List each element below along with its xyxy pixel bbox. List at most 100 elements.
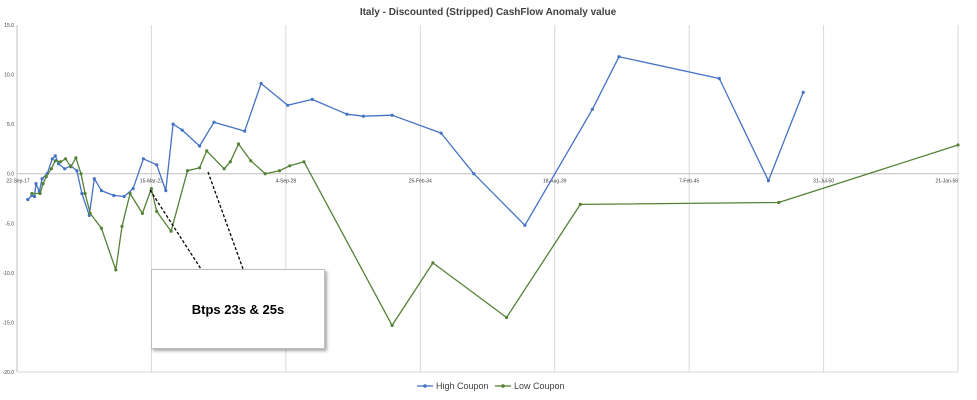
data-point <box>128 191 132 196</box>
data-point <box>361 114 365 118</box>
y-tick-label: -10.0 <box>3 271 15 277</box>
y-tick-label: -20.0 <box>3 370 15 376</box>
x-tick-label: 25-Feb-34 <box>409 179 432 185</box>
data-point <box>286 103 290 107</box>
data-point <box>88 211 92 215</box>
data-point <box>288 164 292 168</box>
legend-marker <box>423 384 427 388</box>
data-point <box>120 224 124 228</box>
legend-label: Low Coupon <box>514 381 565 391</box>
data-point <box>122 194 126 199</box>
x-tick-label: 7-Feb-45 <box>679 179 700 185</box>
data-point <box>205 149 209 153</box>
data-point <box>149 187 153 191</box>
data-point <box>41 182 45 186</box>
x-tick-labels: 22-Sep-17 15-Mar-23 4-Sep-28 25-Feb-34 18-Au… <box>6 179 958 185</box>
data-point <box>164 189 168 193</box>
y-tick-label: 5.0 <box>7 122 14 128</box>
data-point <box>277 169 282 173</box>
callout-leader-line-1 <box>149 189 202 270</box>
data-point <box>259 81 263 86</box>
x-tick-label: 31-Jul-50 <box>813 179 834 185</box>
data-point <box>345 112 349 116</box>
data-point <box>53 159 57 163</box>
legend-label: High Coupon <box>436 381 489 391</box>
data-point <box>302 160 306 164</box>
data-point <box>717 76 721 81</box>
data-point <box>92 177 96 181</box>
data-point <box>44 175 48 179</box>
data-point <box>79 172 83 176</box>
callout-leader-line-2 <box>207 171 244 270</box>
callout-leader-lines <box>149 171 244 270</box>
data-point <box>64 157 68 161</box>
data-point <box>155 209 159 213</box>
x-tick-label: 21-Jan-56 <box>935 179 958 185</box>
y-tick-label: 10.0 <box>4 73 14 79</box>
data-point <box>523 223 527 227</box>
data-point <box>56 162 61 166</box>
data-point <box>50 157 54 161</box>
data-point <box>63 167 67 171</box>
data-point <box>99 226 103 230</box>
data-point <box>472 172 476 176</box>
data-point <box>236 142 241 146</box>
data-point <box>34 182 38 186</box>
series-line-high-coupon <box>27 56 804 226</box>
data-point <box>171 122 175 126</box>
data-point <box>32 194 37 199</box>
legend-marker <box>501 384 505 388</box>
data-point <box>75 169 79 173</box>
data-point <box>169 229 173 233</box>
data-point <box>49 167 53 171</box>
data-point <box>956 143 960 147</box>
y-tick-label: 15.0 <box>4 23 14 29</box>
data-point <box>69 165 73 169</box>
data-point <box>99 189 103 193</box>
data-point <box>766 179 771 183</box>
x-tick-label: 22-Sep-17 <box>6 179 30 185</box>
data-point <box>801 90 805 94</box>
data-point <box>198 166 202 170</box>
data-point <box>140 211 144 215</box>
data-point <box>114 268 118 272</box>
data-point <box>58 160 63 164</box>
data-point <box>141 157 145 161</box>
data-point <box>53 154 57 158</box>
data-point <box>74 156 78 160</box>
data-point <box>38 191 42 196</box>
data-point <box>198 144 202 148</box>
data-point <box>80 191 84 196</box>
axes <box>16 25 958 373</box>
data-point <box>431 261 435 265</box>
data-point <box>180 128 184 132</box>
data-point <box>26 197 30 202</box>
data-point <box>83 191 87 196</box>
annotation-text: Btps 23s & 25s <box>191 301 285 317</box>
data-point <box>243 129 247 133</box>
data-point <box>155 163 159 167</box>
data-point <box>185 169 190 173</box>
x-tick-label: 4-Sep-28 <box>276 179 297 185</box>
data-point <box>131 187 135 191</box>
data-point <box>263 172 267 176</box>
data-point <box>30 191 34 196</box>
data-point <box>310 97 314 101</box>
data-point <box>578 202 582 206</box>
data-point <box>439 131 443 135</box>
y-tick-labels: 15.0 10.0 5.0 0.0 -5.0 -10.0 -15.0 -20.0 <box>3 23 15 376</box>
y-tick-label: -5.0 <box>5 221 14 227</box>
data-point <box>390 113 394 117</box>
data-point <box>390 323 394 327</box>
x-tick-label: 15-Mar-23 <box>140 179 163 185</box>
gridlines <box>16 25 959 372</box>
legend: High Coupon Low Coupon <box>417 381 565 391</box>
data-point <box>212 120 216 124</box>
data-point <box>228 160 232 164</box>
y-tick-label: 0.0 <box>7 172 14 178</box>
data-point <box>505 315 509 320</box>
data-point <box>222 167 226 171</box>
data-point <box>777 200 781 205</box>
data-point <box>617 55 621 59</box>
